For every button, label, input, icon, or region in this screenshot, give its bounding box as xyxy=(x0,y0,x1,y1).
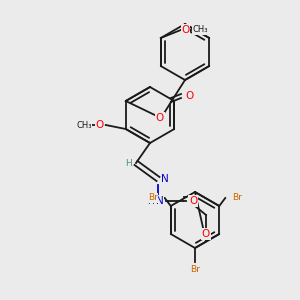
Text: O: O xyxy=(189,196,197,206)
Text: O: O xyxy=(182,25,190,35)
Text: CH₃: CH₃ xyxy=(76,121,92,130)
Text: O: O xyxy=(156,113,164,123)
Text: H: H xyxy=(126,158,132,167)
Text: Br: Br xyxy=(190,266,200,274)
Text: O: O xyxy=(202,229,210,239)
Text: O: O xyxy=(185,91,193,101)
Text: O: O xyxy=(96,120,104,130)
Text: H: H xyxy=(147,196,153,206)
Text: N: N xyxy=(161,174,169,184)
Text: N: N xyxy=(156,196,164,206)
Text: CH₃: CH₃ xyxy=(192,26,208,34)
Text: Br: Br xyxy=(148,194,158,202)
Text: Br: Br xyxy=(232,194,242,202)
